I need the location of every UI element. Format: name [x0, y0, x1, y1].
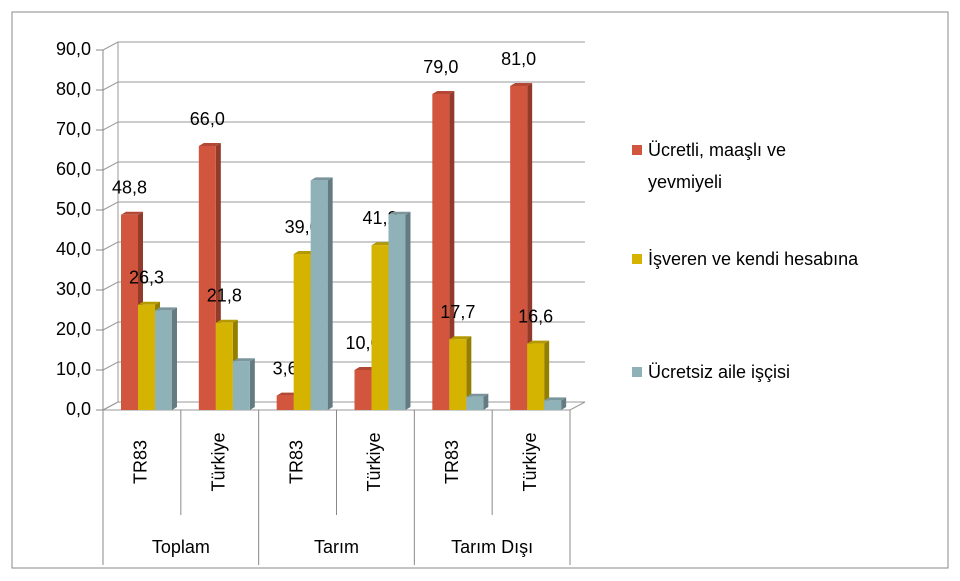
bar-top: [527, 340, 550, 344]
y-tick-label: 50,0: [56, 199, 91, 219]
x-tick-label: TR83: [131, 440, 151, 484]
y-tick-label: 0,0: [66, 399, 91, 419]
bar: [276, 395, 294, 410]
bar-side: [466, 336, 472, 410]
grid-line: [102, 241, 585, 251]
x-tick-label: Türkiye: [209, 432, 229, 491]
bar: [432, 94, 450, 410]
y-tick-label: 10,0: [56, 359, 91, 379]
value-label: 81,0: [501, 49, 536, 69]
grid-line: [102, 81, 585, 91]
bar-top: [388, 211, 411, 215]
bar: [198, 146, 216, 410]
bar-top: [354, 367, 377, 370]
legend-swatch: [632, 145, 642, 155]
legend-item: İşveren ve kendi hesabına: [632, 243, 952, 275]
bar: [232, 361, 250, 410]
bar-side: [172, 307, 177, 410]
bar-top: [121, 211, 143, 215]
bar: [510, 86, 528, 410]
legend-label: İşveren ve kendi hesabına: [648, 249, 859, 269]
bar: [310, 180, 328, 410]
bar-side: [405, 211, 411, 410]
y-tick-label: 70,0: [56, 119, 91, 139]
legend-item: Ücretsiz aile işçisi: [632, 356, 952, 388]
bar: [544, 400, 562, 410]
bar-side: [449, 91, 455, 410]
grid-line: [102, 321, 585, 331]
y-tick-label: 30,0: [56, 279, 91, 299]
bar-top: [544, 397, 567, 401]
y-tick-label: 90,0: [56, 39, 91, 59]
y-tick-label: 80,0: [56, 79, 91, 99]
value-label: 17,7: [440, 302, 475, 322]
grid-line: [102, 201, 585, 211]
value-label: 21,8: [207, 286, 242, 306]
bar-top: [138, 301, 160, 305]
grid-line: [102, 161, 585, 171]
value-label: 48,8: [112, 178, 147, 198]
bar-top: [215, 319, 238, 323]
x-tick-label: Türkiye: [520, 432, 540, 491]
x-tick-label: Türkiye: [364, 432, 384, 491]
bar: [293, 254, 311, 410]
y-tick-label: 20,0: [56, 319, 91, 339]
bar-side: [483, 393, 489, 410]
group-label: Tarım Dışı: [451, 537, 533, 557]
group-label: Toplam: [152, 537, 210, 557]
bar: [371, 245, 389, 410]
bar-top: [293, 251, 316, 254]
bar-top: [449, 336, 472, 340]
bar-top: [371, 242, 394, 246]
bar-top: [466, 393, 489, 397]
group-label: Tarım: [314, 537, 359, 557]
x-tick-label: TR83: [286, 440, 306, 484]
legend-swatch: [632, 254, 642, 264]
bar-top: [276, 392, 299, 396]
y-tick-label: 60,0: [56, 159, 91, 179]
value-label: 26,3: [129, 268, 164, 288]
value-label: 79,0: [423, 57, 458, 77]
bar: [527, 343, 545, 410]
bar-top: [510, 83, 533, 86]
bar: [138, 304, 155, 410]
bar: [121, 214, 138, 410]
grid-line: [102, 401, 585, 411]
bar-side: [544, 340, 550, 410]
bar-top: [432, 91, 455, 94]
legend-item: Ücretli, maaşlı ve yevmiyeli: [632, 134, 952, 198]
legend-swatch: [632, 367, 642, 377]
bar: [354, 370, 372, 410]
grid-line: [102, 41, 585, 51]
bar-side: [561, 397, 567, 410]
value-label: 66,0: [190, 109, 225, 129]
bar-top: [310, 177, 333, 181]
bar-side: [327, 177, 333, 410]
legend-label: Ücretsiz aile işçisi: [648, 362, 791, 382]
bar-top: [198, 143, 221, 146]
bar: [388, 214, 406, 410]
bar-top: [232, 358, 255, 362]
bar: [449, 339, 467, 410]
grid-line: [102, 361, 585, 371]
bar-top: [155, 307, 177, 311]
y-tick-label: 40,0: [56, 239, 91, 259]
legend-label: Ücretli, maaşlı ve yevmiyeli: [648, 140, 787, 192]
grid-line: [102, 121, 585, 131]
x-tick-label: TR83: [442, 440, 462, 484]
bar: [466, 396, 484, 410]
grid-line: [102, 281, 585, 291]
chart-border: [11, 11, 949, 569]
bar-side: [527, 83, 533, 410]
value-label: 3,6: [273, 358, 298, 378]
bar: [155, 310, 172, 410]
bar: [215, 322, 233, 410]
bar-side: [249, 358, 255, 410]
value-label: 16,6: [518, 306, 553, 326]
